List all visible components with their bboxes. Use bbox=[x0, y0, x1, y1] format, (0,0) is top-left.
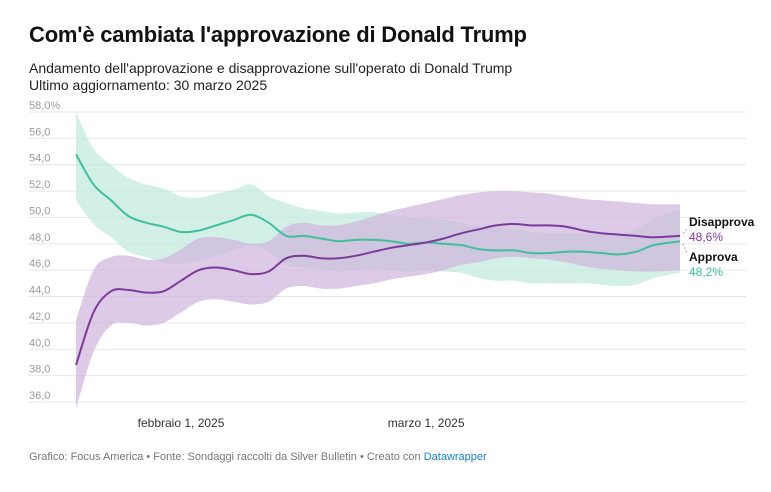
approve-line bbox=[75, 153, 681, 256]
y-tick-label: 52,0 bbox=[29, 179, 50, 191]
disapprove-confidence-band bbox=[76, 190, 680, 409]
chart-subtitle: Andamento dell'approvazione e disapprova… bbox=[29, 60, 513, 76]
x-tick-label: marzo 1, 2025 bbox=[388, 416, 465, 430]
disapprove-label-name: Disapprova bbox=[689, 215, 755, 229]
last-updated: Ultimo aggiornamento: 30 marzo 2025 bbox=[29, 77, 268, 93]
x-tick-label: febbraio 1, 2025 bbox=[138, 416, 225, 430]
disapprove-label-value: 48,6% bbox=[689, 230, 723, 244]
disapprove-label-connector bbox=[682, 228, 688, 234]
approve-label-connector bbox=[682, 243, 688, 254]
y-tick-label: 50,0 bbox=[29, 205, 50, 217]
y-tick-label: 54,0 bbox=[29, 153, 50, 165]
y-tick-label: 40,0 bbox=[29, 337, 50, 349]
approve-label-value: 48,2% bbox=[689, 265, 723, 279]
y-tick-label: 38,0 bbox=[29, 364, 50, 376]
footer-credits: Grafico: Focus America • Fonte: Sondaggi… bbox=[29, 451, 487, 463]
y-tick-label: 42,0 bbox=[29, 311, 50, 323]
y-tick-label: 36,0 bbox=[29, 390, 50, 402]
y-tick-label: 46,0 bbox=[29, 258, 50, 270]
chart-subtitle-block: Andamento dell'approvazione e disapprova… bbox=[29, 60, 512, 94]
y-tick-label: 58,0% bbox=[29, 100, 60, 112]
datawrapper-link[interactable]: Datawrapper bbox=[423, 451, 487, 463]
y-tick-label: 48,0 bbox=[29, 232, 50, 244]
y-tick-label: 56,0 bbox=[29, 126, 50, 138]
disapprove-line bbox=[75, 223, 681, 366]
footer-source: Grafico: Focus America • Fonte: Sondaggi… bbox=[29, 451, 424, 463]
chart-title: Com'è cambiata l'approvazione di Donald … bbox=[29, 22, 527, 47]
approve-label-name: Approva bbox=[689, 250, 738, 264]
y-tick-label: 44,0 bbox=[29, 285, 50, 297]
